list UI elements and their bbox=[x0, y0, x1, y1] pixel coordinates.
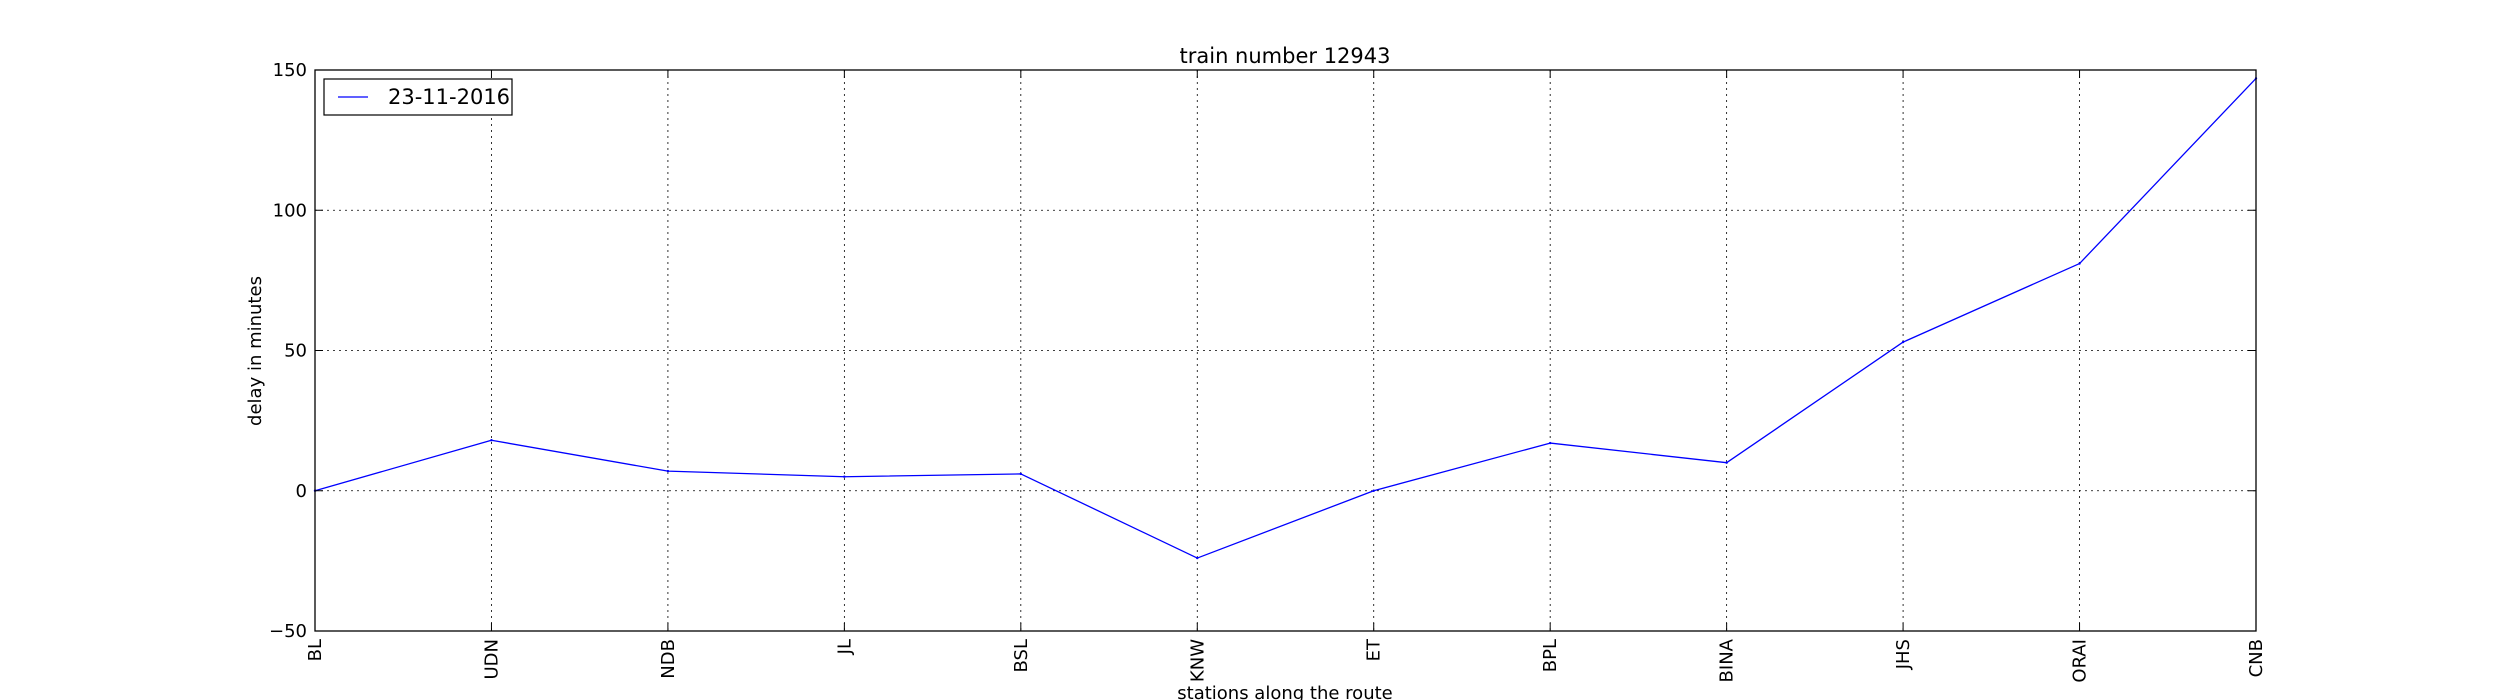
data-point bbox=[1196, 556, 1199, 560]
x-tick-label: NDB bbox=[658, 639, 679, 679]
x-tick-label: CNB bbox=[2246, 639, 2267, 677]
grid-lines bbox=[314, 69, 2257, 632]
legend: 23-11-2016 bbox=[323, 78, 513, 116]
x-tick-label: ORAI bbox=[2070, 639, 2091, 683]
y-tick-label: −50 bbox=[269, 621, 307, 642]
y-tick-label: 50 bbox=[284, 341, 307, 362]
chart-title: train number 12943 bbox=[1180, 44, 1391, 68]
x-tick-label: BINA bbox=[1717, 638, 1738, 682]
x-tick-label: BL bbox=[305, 639, 326, 661]
x-tick-label: JHS bbox=[1893, 639, 1914, 670]
data-point bbox=[490, 439, 493, 442]
x-tick-label: KNW bbox=[1187, 639, 1208, 682]
series-layer bbox=[313, 77, 2258, 560]
data-point bbox=[1725, 461, 1728, 464]
legend-label: 23-11-2016 bbox=[388, 85, 510, 109]
series-line bbox=[314, 77, 2257, 559]
y-axis-label: delay in minutes bbox=[245, 276, 266, 426]
data-point bbox=[1901, 340, 1905, 344]
plot-frame bbox=[314, 69, 2257, 632]
data-point bbox=[1372, 489, 1375, 492]
y-tick-label: 100 bbox=[273, 200, 307, 221]
y-tick-label: 0 bbox=[296, 481, 307, 502]
data-point bbox=[666, 469, 670, 473]
labels-layer: −50 0 50 100 150 BL UDN NDB JL BSL KNW ET BPL BINA JHS… bbox=[269, 60, 2267, 683]
x-tick-label: JL bbox=[834, 639, 855, 655]
data-point bbox=[1548, 441, 1552, 445]
x-tick-label: UDN bbox=[481, 639, 502, 680]
x-tick-label: ET bbox=[1364, 638, 1385, 661]
ticks-layer bbox=[314, 69, 2257, 632]
x-tick-label: BSL bbox=[1011, 639, 1032, 673]
data-point bbox=[1019, 472, 1023, 476]
data-point bbox=[2078, 262, 2081, 265]
y-tick-label: 150 bbox=[273, 60, 307, 81]
data-point bbox=[843, 475, 846, 478]
x-axis-label: stations along the route bbox=[1177, 683, 1392, 700]
x-tick-label: BPL bbox=[1540, 639, 1561, 672]
